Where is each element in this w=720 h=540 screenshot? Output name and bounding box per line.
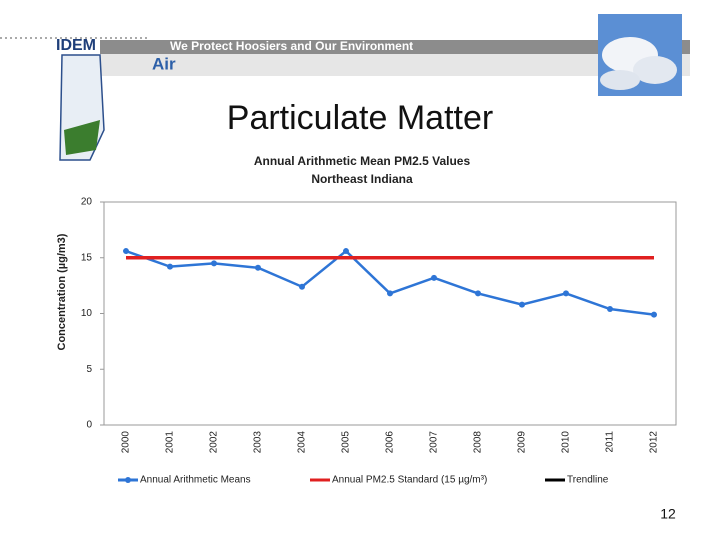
plot-frame <box>103 201 677 426</box>
y-tick-label: 15 <box>81 252 93 263</box>
x-tick-label: 2006 <box>385 431 396 454</box>
x-tick-label: 2012 <box>649 431 660 454</box>
chart-title: Annual Arithmetic Mean PM2.5 Values <box>254 154 471 168</box>
y-axis-label: Concentration (µg/m3) <box>56 233 68 350</box>
x-tick-label: 2009 <box>517 431 528 454</box>
x-tick-label: 2011 <box>605 431 616 453</box>
header-bar <box>100 40 690 54</box>
x-tick-label: 2005 <box>341 431 352 454</box>
y-tick-label: 20 <box>81 197 93 208</box>
y-tick-label: 5 <box>86 364 92 375</box>
logo-field <box>64 120 100 155</box>
legend-label: Annual PM2.5 Standard (15 µg/m³) <box>332 475 487 486</box>
data-point <box>299 283 305 290</box>
data-point <box>343 248 349 255</box>
x-tick-label: 2010 <box>561 431 572 454</box>
data-point <box>123 248 129 255</box>
x-tick-label: 2007 <box>429 431 440 454</box>
data-point <box>607 306 613 313</box>
cloud <box>600 70 640 90</box>
y-tick-label: 0 <box>86 420 92 431</box>
data-point <box>387 290 393 297</box>
chart-subtitle: Northeast Indiana <box>311 172 413 186</box>
header-band <box>100 54 690 76</box>
legend-label: Trendline <box>567 475 609 486</box>
x-tick-label: 2001 <box>165 431 176 454</box>
x-tick-label: 2003 <box>253 431 264 454</box>
data-point <box>519 301 525 308</box>
logo-text: IDEM <box>56 37 96 54</box>
page-number: 12 <box>660 506 676 522</box>
cloud <box>633 56 677 84</box>
data-point <box>563 290 569 297</box>
y-tick-label: 10 <box>81 308 93 319</box>
data-point <box>211 260 217 267</box>
x-tick-label: 2008 <box>473 431 484 454</box>
x-tick-label: 2004 <box>297 431 308 454</box>
series-line <box>125 249 655 316</box>
legend-marker <box>125 477 131 483</box>
tagline: We Protect Hoosiers and Our Environment <box>170 39 413 53</box>
data-point <box>255 264 261 271</box>
data-point <box>167 263 173 270</box>
slide-title: Particulate Matter <box>227 99 493 137</box>
data-point <box>475 290 481 297</box>
x-tick-label: 2000 <box>121 431 132 454</box>
x-tick-label: 2002 <box>209 431 220 454</box>
section-label: Air <box>152 54 176 73</box>
data-point <box>431 274 437 281</box>
data-point <box>651 311 657 318</box>
legend-label: Annual Arithmetic Means <box>140 475 251 486</box>
